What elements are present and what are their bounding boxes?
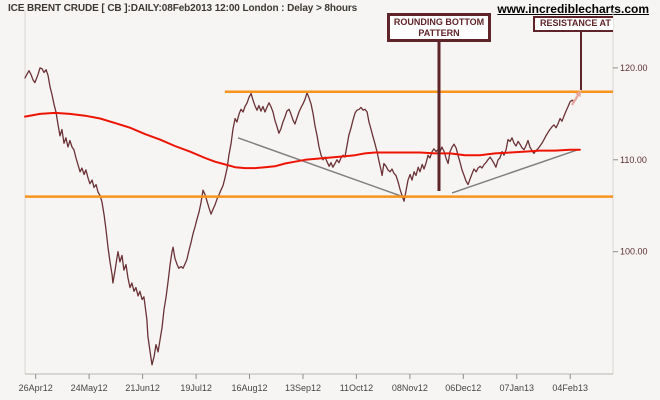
x-tick-label: 11Oct12 [340, 383, 373, 393]
x-tick-label: 08Nov12 [392, 383, 428, 393]
y-tick-label: 110.00 [620, 155, 647, 165]
y-tick-label: 100.00 [620, 247, 648, 257]
x-tick-label: 19Jul12 [180, 383, 212, 393]
x-tick-label: 07Jan13 [500, 383, 535, 393]
x-tick-label: 13Sep12 [285, 383, 321, 393]
x-tick-label: 04Feb13 [552, 383, 588, 393]
y-tick-label: 120.00 [620, 63, 648, 73]
price-line [24, 67, 581, 366]
x-tick-label: 24May12 [71, 383, 108, 393]
chart-title: ICE BRENT CRUDE [ CB ]:DAILY:08Feb2013 1… [8, 3, 358, 14]
x-tick-label: 06Dec12 [445, 383, 481, 393]
x-tick-label: 26Apr12 [19, 383, 53, 393]
uptrend-line [451, 148, 579, 194]
moving-average-line [24, 111, 581, 170]
downtrend-line [237, 137, 406, 199]
incrediblecharts-watermark-link[interactable]: www.incrediblecharts.com [497, 2, 649, 16]
x-tick-label: 21Jun12 [125, 383, 160, 393]
latest-price-arrow-head [575, 90, 581, 98]
latest-price-arrow-shaft [571, 94, 580, 106]
x-tick-label: 16Aug12 [231, 383, 267, 393]
